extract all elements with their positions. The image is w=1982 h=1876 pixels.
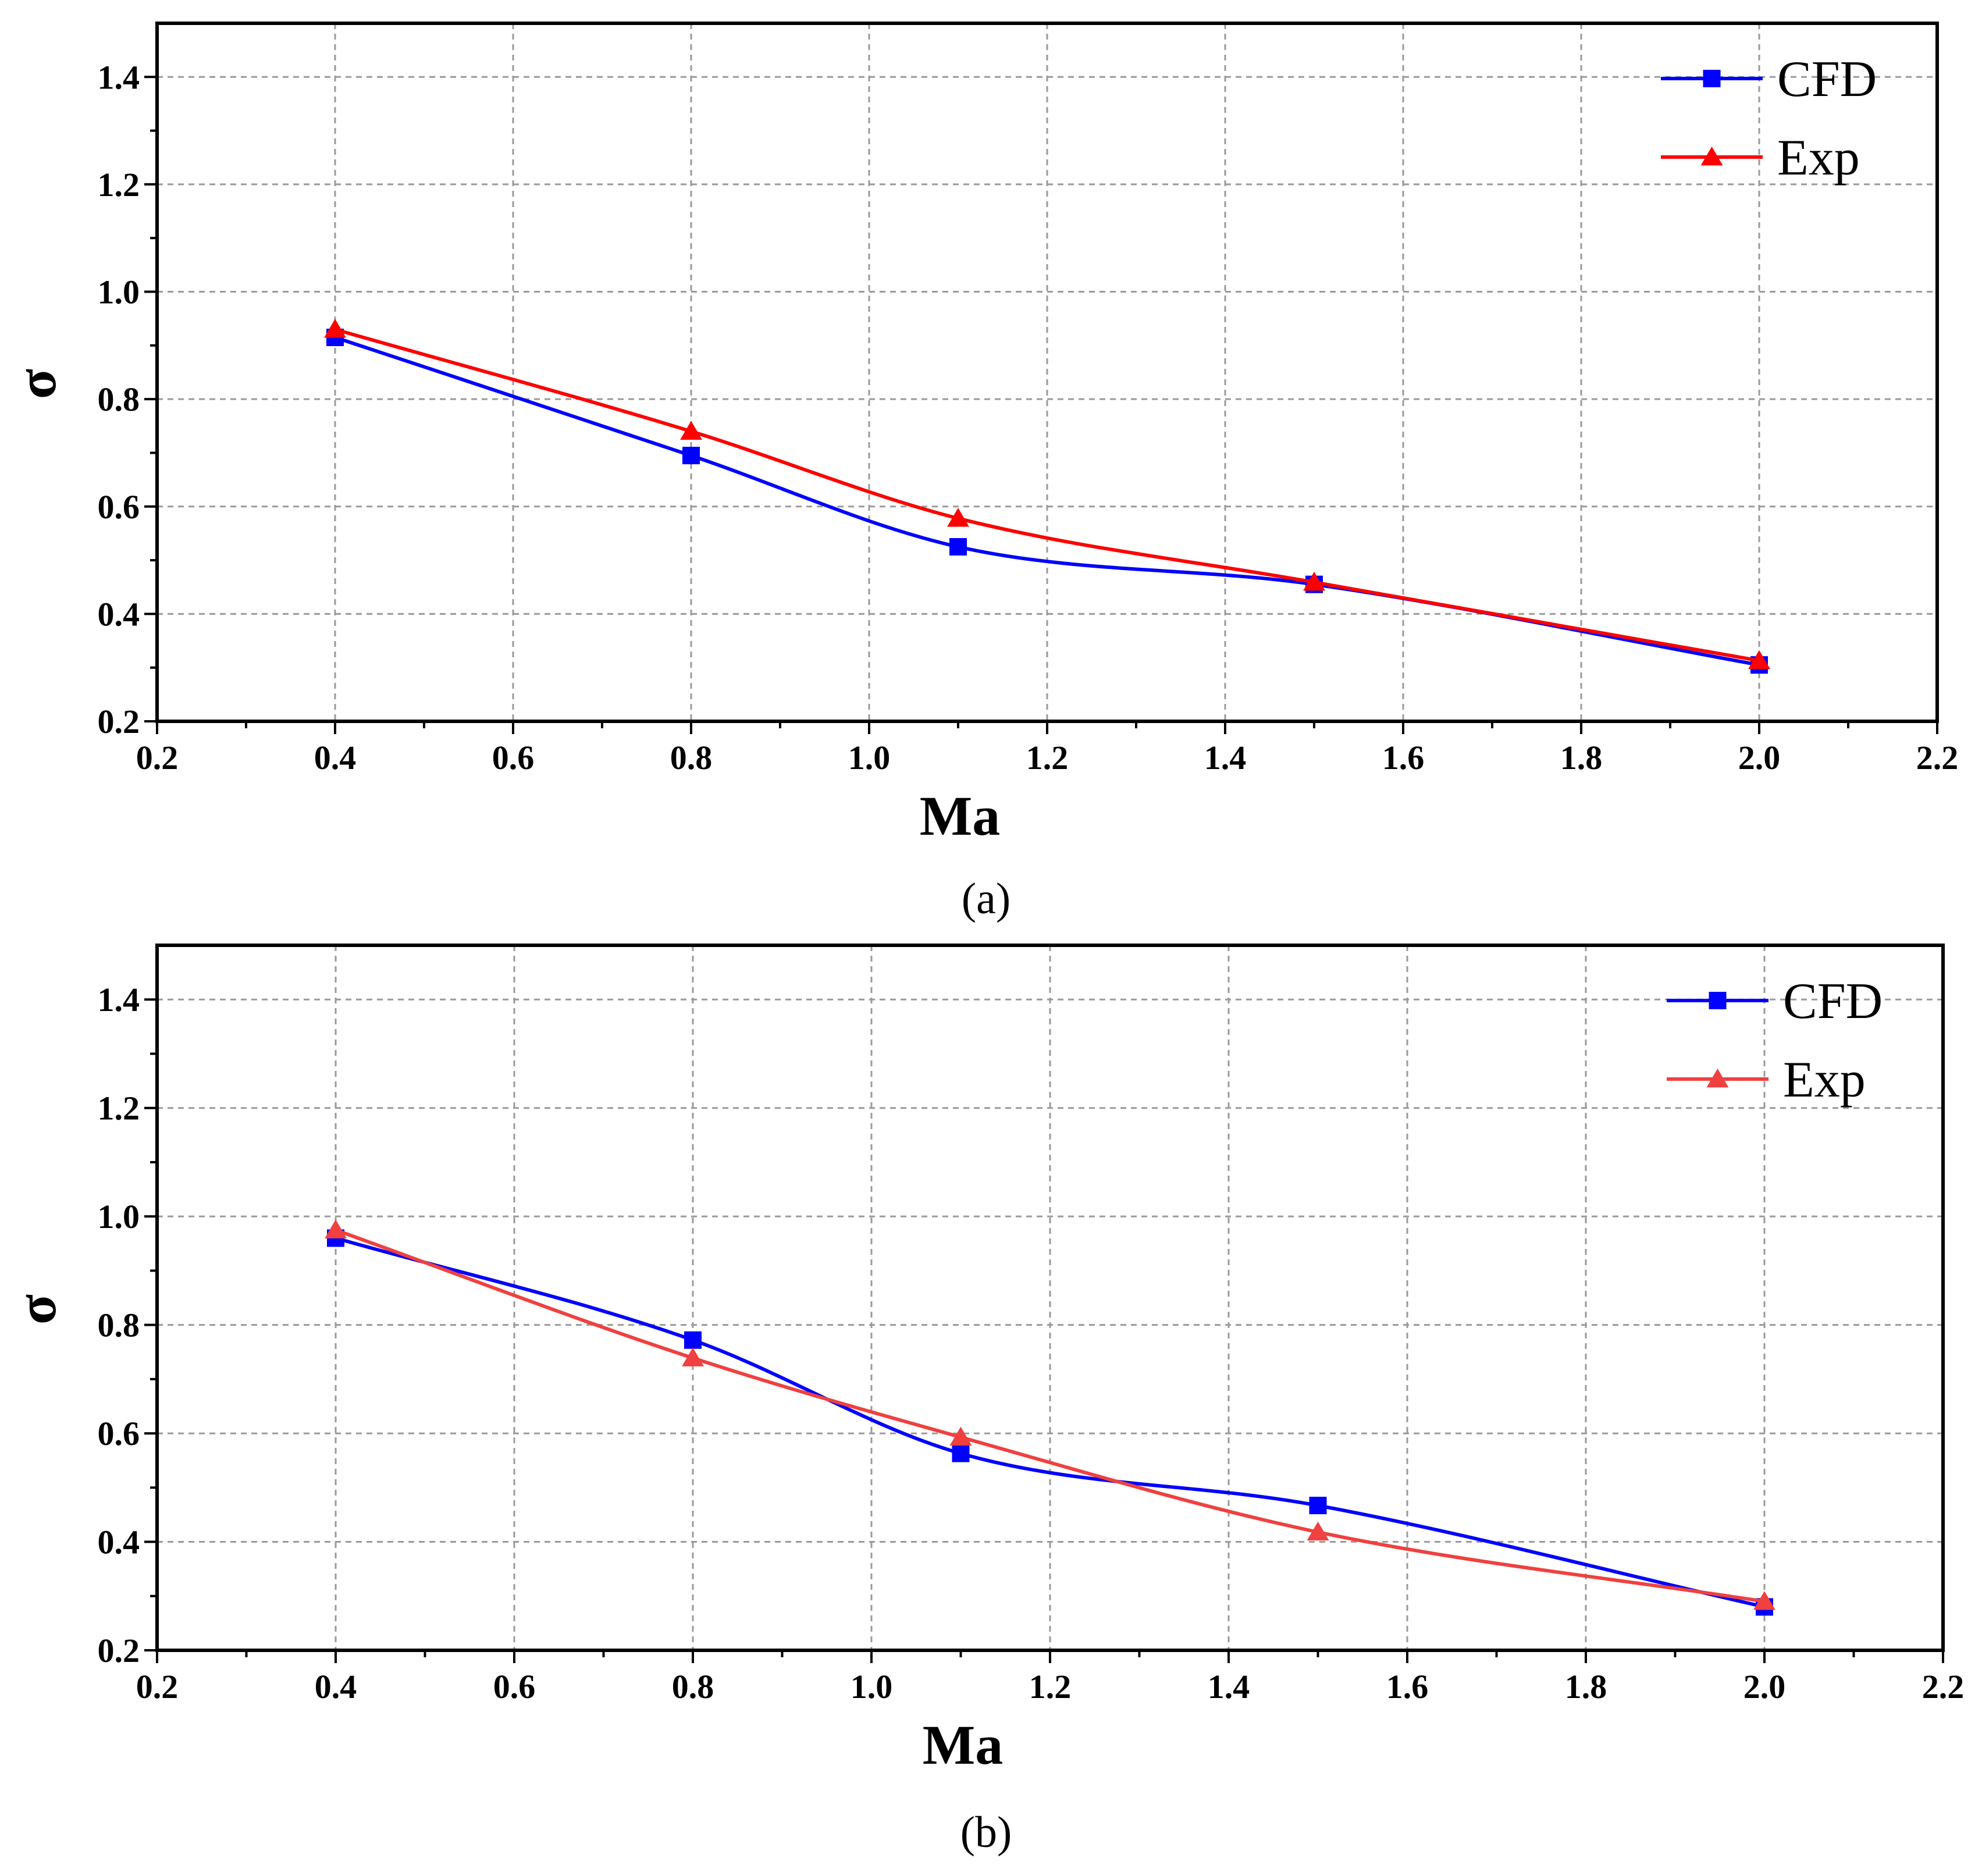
x-tick-label: 0.4: [314, 739, 357, 777]
x-tick-label: 1.0: [848, 739, 891, 777]
data-point-exp: [325, 1219, 347, 1238]
x-tick-label: 1.8: [1565, 1668, 1607, 1706]
data-point-exp: [1748, 650, 1770, 670]
legend: CFD Exp: [1661, 51, 1877, 186]
x-tick-label: 1.2: [1026, 739, 1069, 777]
x-axis-title: Ma: [923, 1714, 1004, 1776]
series-exp: [325, 1219, 1775, 1610]
y-axis-title: σ: [5, 369, 67, 399]
y-tick-label: 0.6: [98, 1415, 140, 1453]
y-tick-label: 1.4: [98, 58, 140, 96]
x-tick-label: 1.4: [1204, 739, 1247, 777]
series-line-exp: [333, 328, 1761, 663]
legend-marker: [1706, 1069, 1729, 1088]
x-tick-label: 1.6: [1386, 1668, 1429, 1706]
series-line-cfd: [334, 1236, 1766, 1609]
y-tick-label: 1.4: [98, 981, 140, 1019]
y-tick-label: 0.2: [98, 703, 140, 741]
y-tick-label: 0.4: [98, 1523, 140, 1561]
x-tick-label: 0.8: [672, 1668, 714, 1706]
y-tick-label: 1.2: [98, 1090, 140, 1127]
legend-label: Exp: [1777, 130, 1860, 186]
x-tick-label: 1.0: [851, 1668, 893, 1706]
legend-marker: [1700, 147, 1723, 166]
y-tick-label: 0.6: [98, 488, 140, 526]
panel-caption: (a): [962, 874, 1010, 923]
y-axis-title: σ: [5, 1294, 67, 1325]
data-point-exp: [947, 508, 969, 527]
data-point-exp: [1303, 571, 1325, 591]
legend-item-cfd: CFD: [1667, 973, 1883, 1030]
chart-panel-a: 0.2 0.4 0.6 0.8 1.0 1.2 1.4 1.6 1.8 2.0 2.2 0.2 0.4 0…: [5, 22, 1959, 923]
x-tick-label: 0.8: [670, 739, 713, 777]
y-tick-label: 0.8: [98, 380, 140, 418]
data-point-exp: [324, 319, 346, 338]
data-point-exp: [680, 421, 702, 440]
data-point-cfd: [952, 1444, 970, 1462]
x-tick-label: 1.8: [1560, 739, 1603, 777]
y-tick-label: 0.2: [98, 1632, 140, 1669]
plot-frame: [155, 22, 1939, 723]
series-exp: [324, 319, 1770, 670]
y-tick-label: 0.8: [98, 1307, 140, 1344]
data-point-cfd: [682, 447, 700, 465]
legend: CFD Exp: [1667, 973, 1883, 1108]
y-tick-label: 0.4: [98, 595, 140, 633]
y-tick-label: 1.0: [98, 273, 140, 311]
axis-ticks: [144, 998, 1944, 1663]
x-tick-label: 1.4: [1208, 1668, 1250, 1706]
series-line-exp: [334, 1228, 1766, 1604]
x-tick-label: 2.2: [1916, 739, 1959, 777]
x-tick-label: 0.6: [493, 1668, 536, 1706]
x-axis-title: Ma: [920, 785, 1001, 847]
x-tick-label: 2.2: [1922, 1668, 1965, 1706]
x-tick-label: 2.0: [1743, 1668, 1786, 1706]
y-tick-label: 1.0: [98, 1198, 140, 1236]
chart-panel-b: 0.2 0.4 0.6 0.8 1.0 1.2 1.4 1.6 1.8 2.0 2.2 0.2 0.4 0…: [5, 944, 1965, 1857]
legend-item-exp: Exp: [1667, 1052, 1866, 1108]
x-tick-label: 1.6: [1382, 739, 1425, 777]
data-point-cfd: [684, 1331, 702, 1349]
legend-marker: [1703, 70, 1721, 87]
legend-label: CFD: [1783, 973, 1883, 1030]
x-tick-label: 0.4: [315, 1668, 357, 1706]
x-tick-label: 0.6: [492, 739, 535, 777]
data-point-exp: [682, 1347, 704, 1366]
legend-item-cfd: CFD: [1661, 51, 1877, 108]
x-tick-label: 2.0: [1738, 739, 1781, 777]
data-point-exp: [949, 1426, 972, 1446]
data-point-exp: [1753, 1591, 1775, 1610]
panel-caption: (b): [960, 1808, 1012, 1857]
plot-frame: [155, 944, 1945, 1652]
legend-item-exp: Exp: [1661, 130, 1860, 186]
x-tick-label: 0.2: [136, 1668, 179, 1706]
data-point-cfd: [1309, 1497, 1327, 1515]
legend-label: Exp: [1783, 1052, 1866, 1108]
gridlines: [157, 945, 1943, 1650]
legend-label: CFD: [1777, 51, 1877, 108]
data-point-cfd: [949, 538, 967, 556]
data-point-exp: [1307, 1521, 1329, 1541]
y-tick-label: 1.2: [98, 166, 140, 204]
legend-marker: [1709, 992, 1727, 1009]
x-tick-label: 0.2: [136, 739, 179, 777]
gridlines: [157, 23, 1937, 721]
x-tick-label: 1.2: [1029, 1668, 1072, 1706]
